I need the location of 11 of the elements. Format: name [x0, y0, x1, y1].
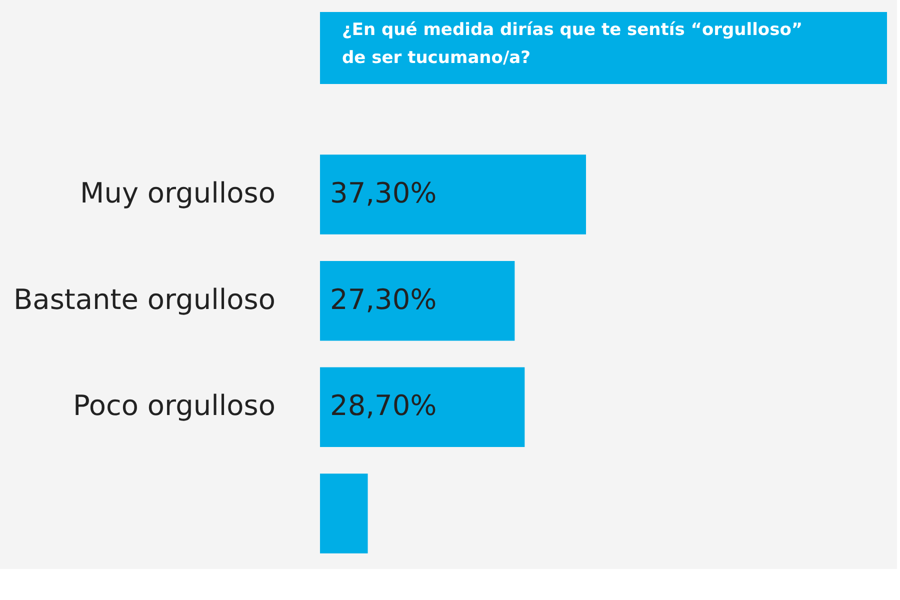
bar	[320, 474, 368, 554]
data-label: 28,70%	[330, 389, 437, 422]
y-tick-label: Poco orgulloso	[72, 389, 276, 422]
bar	[320, 260, 515, 341]
y-tick-label: Bastante orgulloso	[13, 282, 276, 316]
bar	[320, 154, 586, 234]
data-label: 27,30%	[330, 282, 437, 316]
chart-title: ¿En qué medida dirías que te sentís “orgulloso” de ser tucumano/a?	[342, 20, 803, 68]
bar	[320, 367, 525, 448]
data-label: 37,30%	[330, 176, 437, 210]
y-tick-label: Muy orgulloso	[80, 176, 276, 210]
